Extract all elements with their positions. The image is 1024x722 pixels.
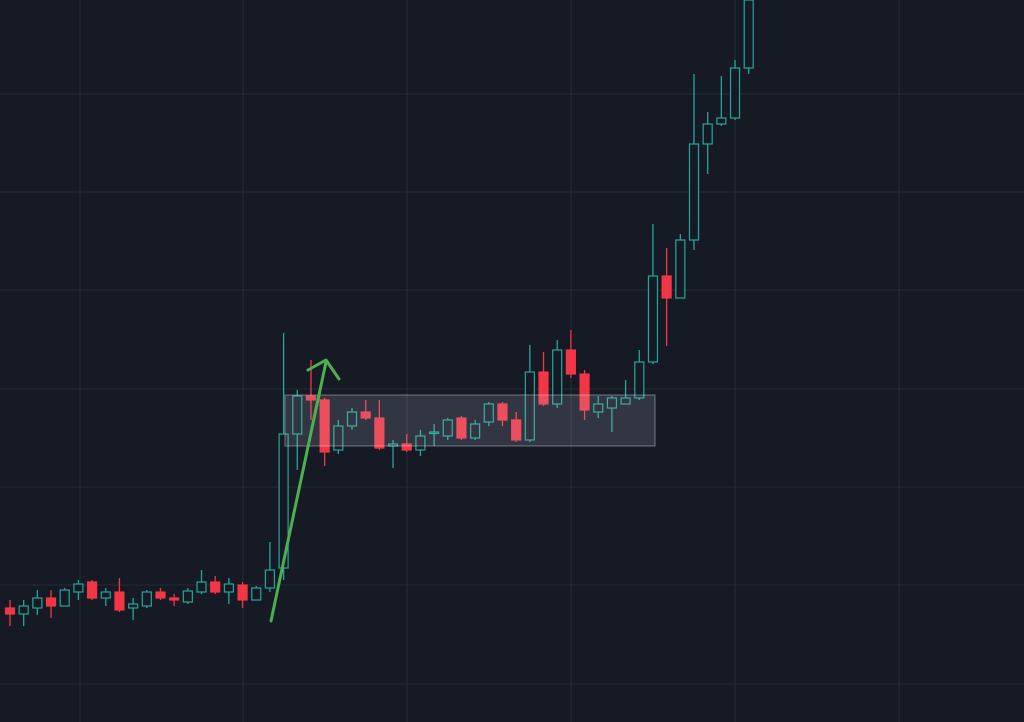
candle-body <box>415 435 426 451</box>
candle-body <box>114 591 125 611</box>
candle-body <box>59 589 70 607</box>
candle-body <box>634 361 645 399</box>
candle-body <box>401 443 412 451</box>
candle-body <box>387 443 399 447</box>
candle-body <box>579 373 590 411</box>
candle-body <box>251 587 262 601</box>
arrow <box>269 358 341 623</box>
candle-body <box>483 403 494 423</box>
candle-body <box>86 581 98 599</box>
candle-body <box>319 399 330 453</box>
candle-body <box>346 411 358 427</box>
candle-body <box>552 349 563 405</box>
arrow-head <box>306 358 341 381</box>
candle-body <box>565 349 576 375</box>
candle-body <box>729 67 741 119</box>
candle-body <box>470 423 481 439</box>
candle-body <box>155 591 166 599</box>
candle-body <box>593 403 604 413</box>
candle-body <box>456 417 467 439</box>
candle-body <box>688 143 700 241</box>
arrow-shaft <box>269 360 328 623</box>
candle-body <box>237 584 248 601</box>
candle-body <box>196 581 207 593</box>
candle-body <box>32 597 43 609</box>
candle-body <box>606 397 618 409</box>
candle-body <box>360 411 371 419</box>
candle-body <box>716 117 727 125</box>
candle-body <box>169 597 180 601</box>
candle-body <box>511 419 522 441</box>
candle-body <box>45 597 57 607</box>
candle-body <box>620 397 631 405</box>
candles <box>4 0 754 626</box>
candle-body <box>497 403 508 421</box>
candle-body <box>305 395 317 401</box>
candle-body <box>141 591 152 607</box>
candle-body <box>264 569 276 589</box>
range-box <box>284 394 656 447</box>
candle-body <box>647 275 659 363</box>
candle-body <box>661 275 672 299</box>
candle-body <box>100 591 111 599</box>
candle-body <box>182 590 193 603</box>
candle-body <box>428 431 440 435</box>
candle-body <box>128 603 139 609</box>
candle-body <box>73 583 84 593</box>
candle-body <box>743 0 754 69</box>
candle-body <box>675 239 686 299</box>
candle-body <box>292 395 303 435</box>
candle-body <box>702 123 713 145</box>
candle-body <box>333 425 344 451</box>
candle-body <box>210 581 221 593</box>
candle-body <box>223 583 234 593</box>
candle-body <box>374 417 385 449</box>
candle-body <box>4 607 16 615</box>
candle-body <box>18 605 29 615</box>
candle-body <box>442 419 453 437</box>
candle-body <box>524 371 535 441</box>
candle-body <box>538 371 549 405</box>
